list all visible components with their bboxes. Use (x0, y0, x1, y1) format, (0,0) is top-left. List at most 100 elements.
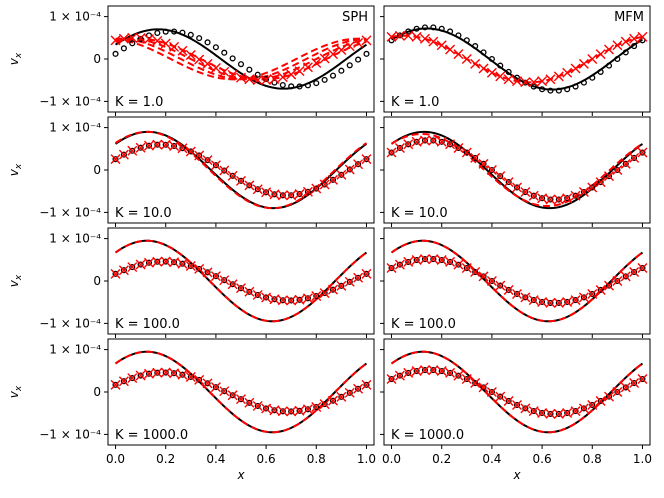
series-neutral-analytic (114, 28, 368, 90)
y-tick-label: 0 (93, 52, 101, 66)
point-ion-simulation (118, 149, 129, 160)
point-ion-simulation (277, 406, 288, 417)
point-neutral-simulation (237, 396, 245, 403)
y-tick-label: 1 × 10⁻⁴ (49, 10, 101, 24)
point-ion-simulation (478, 382, 489, 393)
point-ion-simulation (311, 183, 322, 194)
point-neutral-simulation (271, 79, 278, 86)
point-ion-simulation (386, 374, 397, 385)
point-neutral-simulation (455, 261, 462, 268)
point-ion-simulation (353, 272, 364, 283)
point-neutral-simulation (413, 256, 420, 264)
point-ion-simulation (595, 284, 606, 295)
point-neutral-simulation (204, 380, 211, 387)
point-ion-simulation (470, 58, 481, 69)
point-ion-simulation (336, 280, 347, 291)
point-ion-simulation (486, 276, 497, 286)
point-ion-simulation (512, 399, 522, 410)
point-neutral-simulation (455, 372, 462, 379)
point-ion-simulation (244, 74, 255, 85)
point-neutral-simulation (237, 285, 245, 292)
point-ion-simulation (210, 271, 221, 282)
point-neutral-simulation (480, 273, 487, 280)
axes-mfm-row1: MFM K = 1.0 (380, 5, 651, 116)
point-ion-simulation (269, 74, 280, 85)
point-ion-simulation (629, 267, 640, 278)
point-ion-simulation (294, 405, 305, 416)
point-neutral-simulation (129, 375, 136, 382)
point-ion-simulation (286, 295, 297, 306)
point-neutral-simulation (321, 290, 328, 297)
point-neutral-simulation (547, 410, 554, 417)
point-ion-simulation (118, 265, 129, 276)
point-ion-simulation (127, 145, 138, 156)
point-neutral-simulation (212, 384, 219, 391)
series-ion-analytic (114, 350, 368, 434)
point-ion-simulation (169, 41, 180, 52)
point-neutral-simulation (447, 141, 454, 148)
point-neutral-simulation (346, 62, 353, 69)
point-neutral-simulation (589, 74, 596, 81)
point-neutral-simulation (539, 86, 546, 93)
point-ion-simulation (328, 174, 339, 185)
point-neutral-simulation (162, 28, 169, 35)
point-ion-simulation (294, 66, 305, 77)
point-neutral-simulation (313, 80, 320, 87)
x-axis-label: x (512, 468, 521, 482)
point-ion-simulation (553, 194, 564, 205)
point-ion-simulation (219, 66, 230, 77)
point-neutral-simulation (631, 379, 638, 387)
point-ion-simulation (261, 75, 272, 86)
point-ion-simulation (528, 77, 539, 88)
point-ion-simulation (394, 142, 405, 153)
point-neutral-simulation (539, 409, 546, 417)
point-ion-simulation (236, 72, 246, 83)
point-ion-simulation (620, 158, 631, 169)
point-neutral-simulation (288, 192, 295, 199)
point-ion-simulation (286, 190, 297, 201)
point-neutral-simulation (614, 166, 621, 174)
point-neutral-simulation (254, 291, 261, 298)
point-ion-simulation (528, 406, 539, 417)
point-neutral-simulation (522, 294, 529, 301)
point-neutral-simulation (564, 409, 571, 417)
point-ion-simulation (486, 387, 497, 397)
point-neutral-simulation (329, 176, 337, 183)
point-neutral-simulation (631, 43, 638, 50)
point-ion-simulation (503, 177, 514, 188)
series-ion-analytic (114, 239, 368, 323)
axes-sph-row1: 1 × 10⁻⁴ 0 −1 × 10⁻⁴ SPH K = 1.0 vx (7, 5, 375, 116)
point-ion-simulation (386, 147, 397, 158)
point-neutral-simulation (329, 286, 337, 293)
point-neutral-simulation (572, 408, 579, 415)
point-neutral-simulation (447, 28, 454, 35)
point-neutral-simulation (564, 298, 571, 306)
point-ion-simulation (411, 136, 422, 147)
point-ion-simulation (419, 135, 430, 146)
point-neutral-simulation (405, 141, 412, 148)
point-neutral-simulation (288, 83, 295, 90)
point-ion-simulation (512, 288, 522, 299)
point-ion-simulation (152, 367, 163, 378)
point-ion-simulation (252, 75, 263, 86)
point-ion-simulation (319, 53, 330, 64)
point-ion-simulation (495, 71, 506, 82)
point-ion-simulation (495, 171, 506, 182)
point-neutral-simulation (539, 195, 546, 202)
series-ion-analytic-4 (115, 37, 367, 81)
point-neutral-simulation (229, 55, 236, 62)
point-ion-simulation (160, 256, 171, 267)
point-neutral-simulation (162, 369, 169, 376)
point-neutral-simulation (112, 381, 119, 388)
point-ion-simulation (328, 284, 339, 295)
point-neutral-simulation (580, 405, 587, 412)
point-neutral-simulation (505, 179, 512, 186)
point-ion-simulation (328, 49, 339, 60)
point-neutral-simulation (288, 297, 295, 304)
point-neutral-simulation (463, 149, 470, 156)
point-neutral-simulation (212, 273, 219, 280)
point-ion-simulation (620, 382, 631, 393)
point-ion-simulation (512, 182, 522, 193)
point-ion-simulation (578, 187, 589, 198)
point-neutral-simulation (162, 258, 169, 265)
